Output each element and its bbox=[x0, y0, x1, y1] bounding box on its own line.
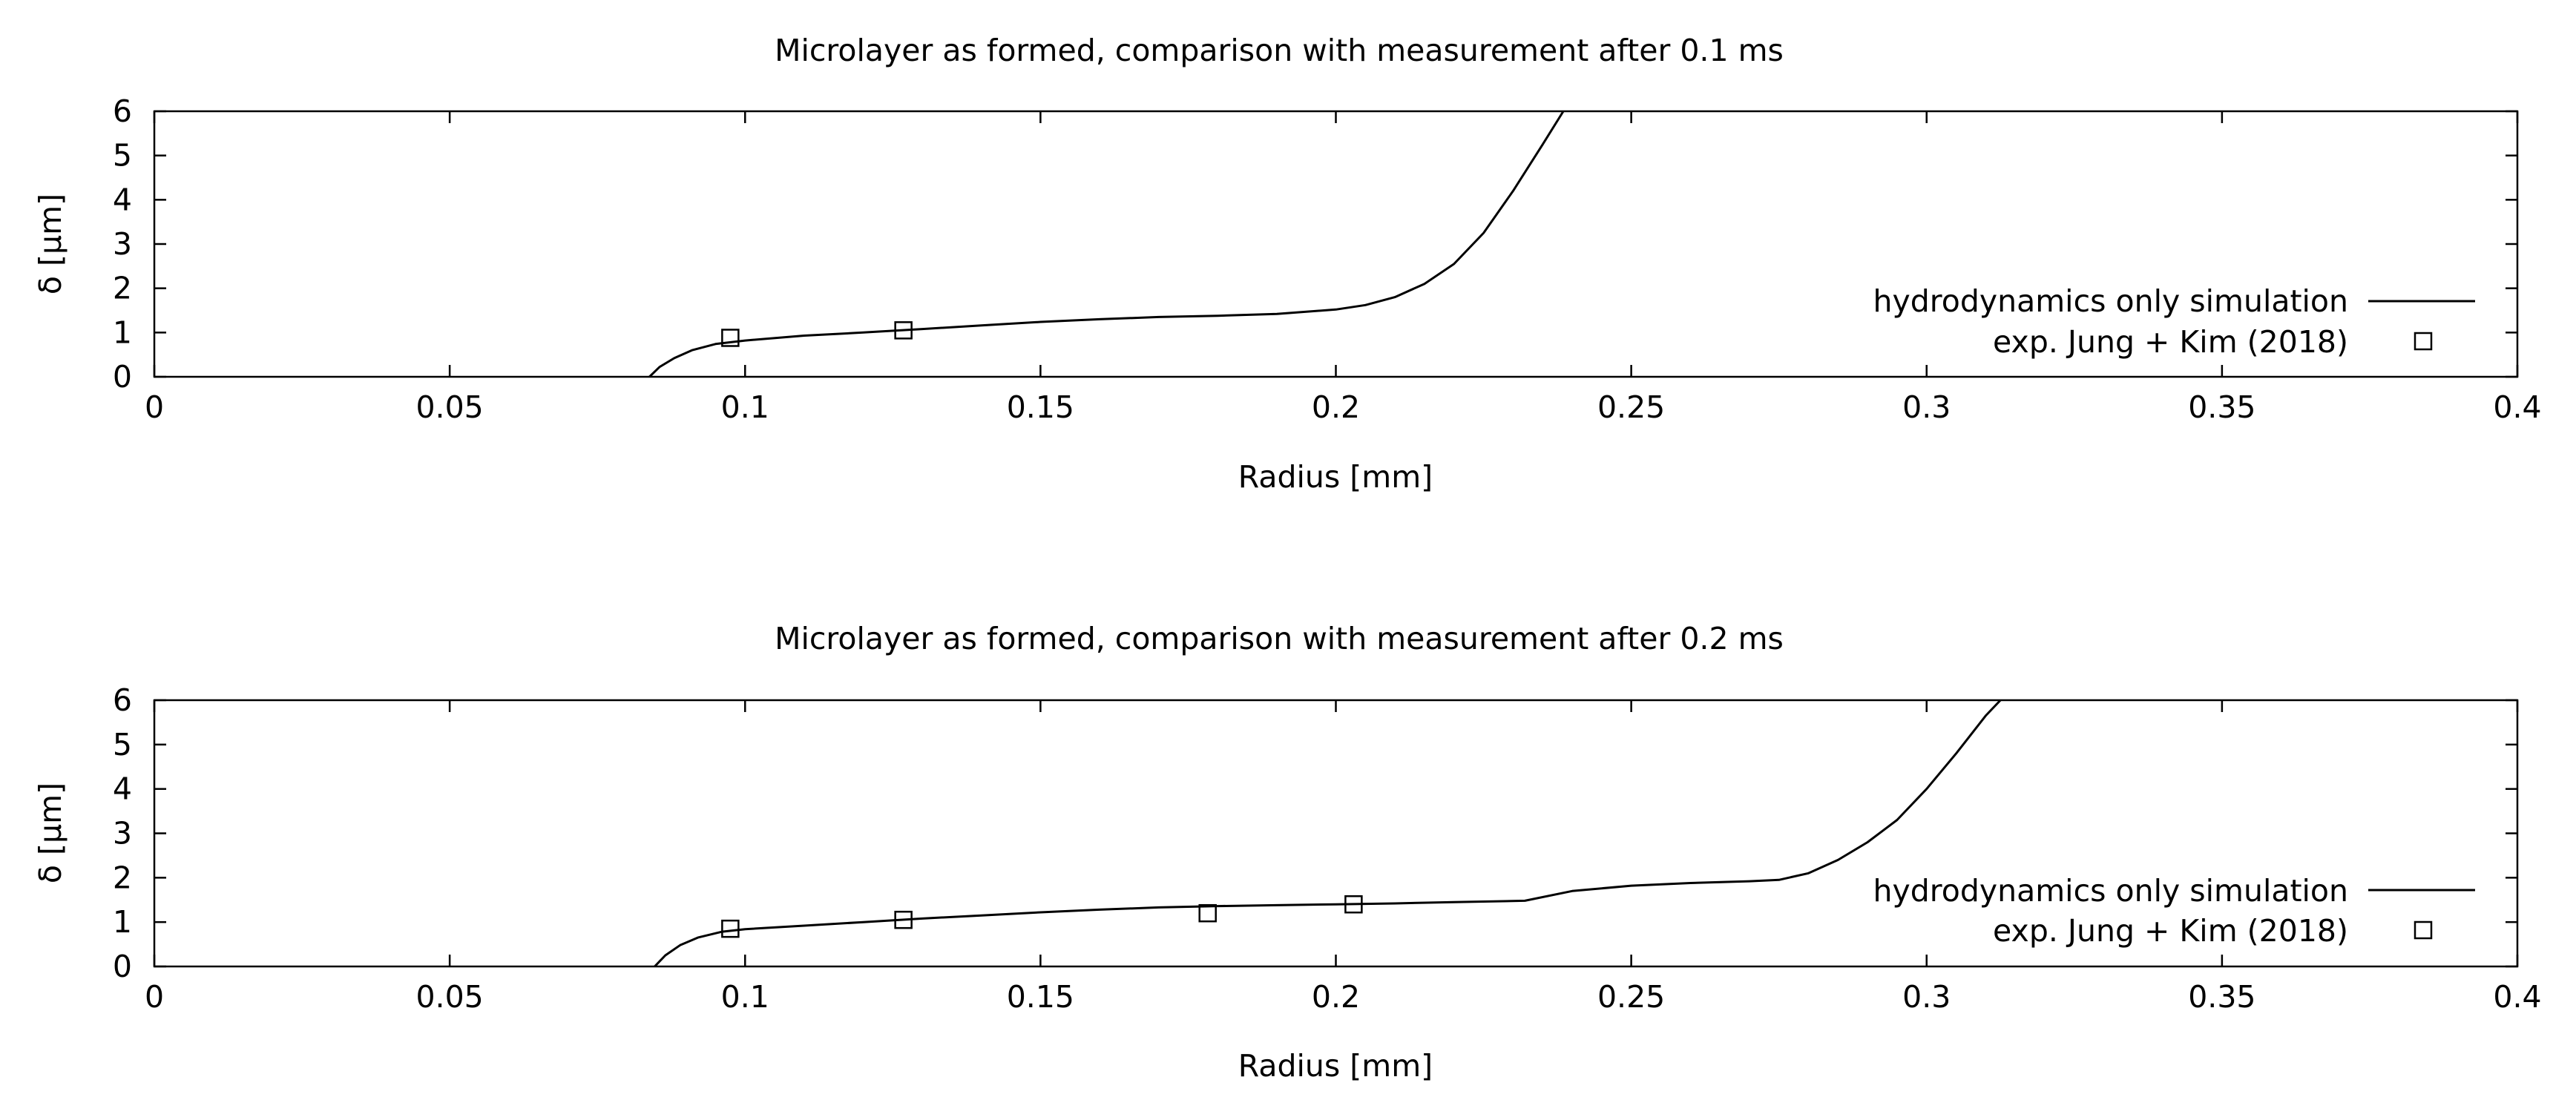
data-point-experiment bbox=[1344, 895, 1363, 914]
x-tick-label: 0.05 bbox=[415, 979, 483, 1015]
x-tick-label: 0.15 bbox=[1007, 389, 1074, 425]
y-tick-label: 3 bbox=[113, 226, 132, 262]
x-tick-label: 0.35 bbox=[2188, 979, 2255, 1015]
x-axis-label: Radius [mm] bbox=[1238, 459, 1433, 495]
legend-label-experiment: exp. Jung + Kim (2018) bbox=[1993, 913, 2348, 949]
y-tick-label: 6 bbox=[113, 682, 132, 718]
series-line-simulation bbox=[648, 111, 1565, 378]
axes: 0 0.05 0.1 0.15 0.2 0.25 0.3 0.35 0.4 0 1 2 3 4 5 6 bbox=[113, 682, 2542, 1015]
y-tick-label: 2 bbox=[113, 860, 132, 895]
chart-panel-1: Microlayer as formed, comparison with me… bbox=[33, 33, 2542, 495]
x-tick-label: 0.3 bbox=[1902, 979, 1951, 1015]
data-point-experiment bbox=[1198, 903, 1217, 923]
x-tick-label: 0 bbox=[145, 979, 164, 1015]
chart-title: Microlayer as formed, comparison with me… bbox=[775, 621, 1784, 656]
legend: hydrodynamics only simulation exp. Jung … bbox=[1873, 283, 2475, 360]
series-line-simulation bbox=[654, 699, 2002, 968]
x-tick-label: 0.05 bbox=[415, 389, 483, 425]
chart-marks bbox=[654, 699, 2002, 968]
x-tick-label: 0.1 bbox=[721, 389, 769, 425]
y-tick-label: 0 bbox=[113, 949, 132, 984]
x-tick-label: 0.25 bbox=[1597, 389, 1665, 425]
y-tick-label: 5 bbox=[113, 727, 132, 762]
legend-label-experiment: exp. Jung + Kim (2018) bbox=[1993, 324, 2348, 360]
x-tick-label: 0.15 bbox=[1007, 979, 1074, 1015]
x-tick-label: 0.2 bbox=[1312, 389, 1360, 425]
chart-panel-2: Microlayer as formed, comparison with me… bbox=[33, 621, 2542, 1084]
legend-marker-experiment bbox=[2414, 920, 2433, 940]
y-tick-label: 1 bbox=[113, 314, 132, 350]
x-tick-label: 0.2 bbox=[1312, 979, 1360, 1015]
y-tick-label: 0 bbox=[113, 359, 132, 395]
data-point-experiment bbox=[721, 919, 740, 938]
data-point-experiment bbox=[894, 910, 913, 929]
x-tick-label: 0.4 bbox=[2493, 389, 2541, 425]
legend: hydrodynamics only simulation exp. Jung … bbox=[1873, 873, 2475, 949]
y-tick-label: 2 bbox=[113, 271, 132, 306]
chart-title: Microlayer as formed, comparison with me… bbox=[775, 33, 1784, 68]
y-axis-label: δ [µm] bbox=[33, 194, 68, 294]
legend-marker-experiment bbox=[2414, 332, 2433, 351]
y-tick-label: 6 bbox=[113, 93, 132, 129]
y-tick-label: 5 bbox=[113, 138, 132, 174]
y-tick-label: 1 bbox=[113, 904, 132, 940]
x-tick-label: 0.4 bbox=[2493, 979, 2541, 1015]
x-tick-label: 0.25 bbox=[1597, 979, 1665, 1015]
y-axis-label: δ [µm] bbox=[33, 783, 68, 883]
x-axis-label: Radius [mm] bbox=[1238, 1048, 1433, 1084]
legend-label-simulation: hydrodynamics only simulation bbox=[1873, 873, 2348, 909]
x-tick-label: 0 bbox=[145, 389, 164, 425]
y-tick-label: 4 bbox=[113, 182, 132, 217]
data-point-experiment bbox=[894, 321, 913, 340]
x-tick-label: 0.35 bbox=[2188, 389, 2255, 425]
x-tick-label: 0.3 bbox=[1902, 389, 1951, 425]
axes: 0 0.05 0.1 0.15 0.2 0.25 0.3 0.35 0.4 0 1 2 3 4 5 6 bbox=[113, 93, 2542, 425]
data-point-experiment bbox=[721, 329, 740, 347]
y-tick-label: 4 bbox=[113, 771, 132, 807]
y-tick-label: 3 bbox=[113, 816, 132, 851]
chart-marks bbox=[648, 111, 1565, 378]
legend-label-simulation: hydrodynamics only simulation bbox=[1873, 283, 2348, 319]
x-tick-label: 0.1 bbox=[721, 979, 769, 1015]
